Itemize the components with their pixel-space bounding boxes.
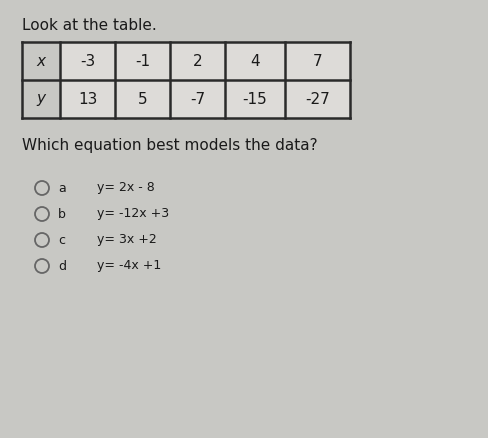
Text: 5: 5 xyxy=(138,92,147,106)
Text: 2: 2 xyxy=(192,53,202,68)
Text: y= 2x - 8: y= 2x - 8 xyxy=(97,181,154,194)
Bar xyxy=(224,80,285,118)
Text: x: x xyxy=(37,53,45,68)
Text: y= -4x +1: y= -4x +1 xyxy=(97,259,161,272)
Text: y= 3x +2: y= 3x +2 xyxy=(97,233,157,247)
Text: -27: -27 xyxy=(305,92,329,106)
Bar xyxy=(285,80,349,118)
Text: d: d xyxy=(58,259,66,272)
Text: Look at the table.: Look at the table. xyxy=(22,18,157,33)
Bar xyxy=(22,80,60,118)
Bar xyxy=(115,80,170,118)
Text: 13: 13 xyxy=(78,92,97,106)
Bar xyxy=(115,42,170,80)
Bar xyxy=(224,42,285,80)
Bar xyxy=(285,42,349,80)
Text: b: b xyxy=(58,208,66,220)
Bar xyxy=(60,80,115,118)
Text: 4: 4 xyxy=(250,53,259,68)
Text: -3: -3 xyxy=(80,53,95,68)
Text: -7: -7 xyxy=(189,92,204,106)
Text: y: y xyxy=(37,92,45,106)
Text: a: a xyxy=(58,181,65,194)
Text: -15: -15 xyxy=(242,92,267,106)
Bar xyxy=(22,42,60,80)
Text: -1: -1 xyxy=(135,53,150,68)
Bar xyxy=(170,42,224,80)
Text: Which equation best models the data?: Which equation best models the data? xyxy=(22,138,317,153)
Text: 7: 7 xyxy=(312,53,322,68)
Bar xyxy=(170,80,224,118)
Text: y= -12x +3: y= -12x +3 xyxy=(97,208,169,220)
Bar xyxy=(60,42,115,80)
Text: c: c xyxy=(58,233,65,247)
